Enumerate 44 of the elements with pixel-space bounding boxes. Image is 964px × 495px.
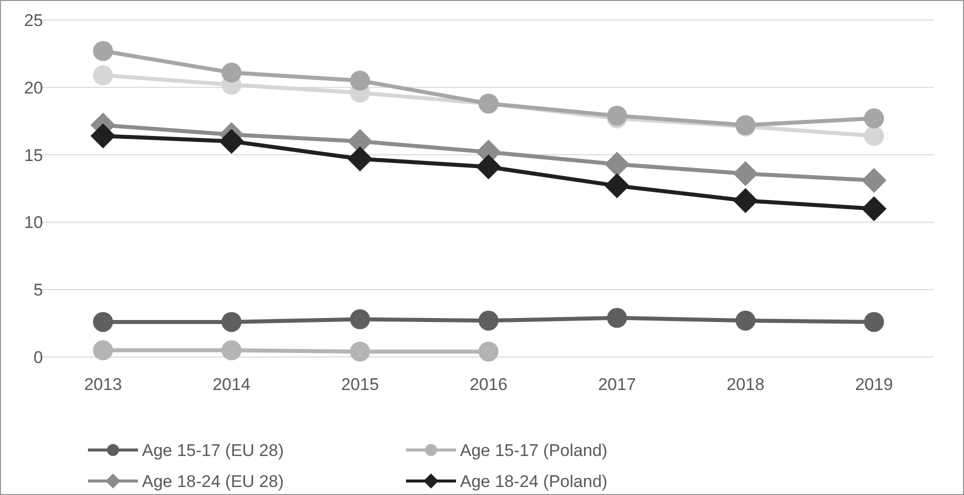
point [604, 152, 630, 177]
point [476, 154, 501, 180]
point [222, 340, 242, 360]
y-tick-label: 20 [24, 78, 43, 98]
legend-label: Age 15-17 (Poland) [460, 440, 608, 460]
point [604, 173, 630, 198]
point [478, 310, 498, 331]
x-tick-label: 2019 [855, 375, 893, 394]
x-tick-label: 2017 [598, 375, 636, 394]
point [219, 128, 244, 154]
point [90, 123, 116, 148]
point [350, 70, 370, 91]
point [222, 62, 242, 83]
point [478, 342, 498, 362]
point [864, 312, 884, 332]
point [607, 308, 627, 328]
x-tick-label: 2018 [726, 375, 764, 394]
point [733, 161, 758, 186]
point [93, 65, 113, 86]
legend-label: Age 18-24 (Poland) [460, 472, 608, 491]
x-tick-label: 2013 [84, 375, 122, 394]
point [862, 196, 886, 222]
legend-label: Age 15-17 (EU 28) [142, 440, 284, 460]
x-tick-label: 2014 [212, 375, 250, 394]
point [350, 309, 370, 330]
point [736, 310, 756, 331]
point [350, 342, 370, 362]
legend-label: Age 18-24 (EU 28) [142, 472, 284, 491]
point [864, 126, 884, 146]
x-tick-label: 2015 [341, 375, 379, 394]
point [733, 188, 758, 214]
point [862, 168, 886, 193]
point [222, 312, 242, 332]
point [864, 108, 884, 128]
y-tick-label: 5 [34, 280, 43, 300]
y-tick-label: 15 [24, 146, 43, 165]
y-tick-label: 25 [24, 10, 43, 30]
point [93, 41, 113, 62]
point [93, 312, 113, 332]
y-tick-label: 10 [24, 213, 43, 232]
x-tick-label: 2016 [470, 375, 508, 394]
y-tick-label: 0 [34, 348, 43, 367]
point [93, 340, 113, 360]
point [348, 146, 372, 172]
